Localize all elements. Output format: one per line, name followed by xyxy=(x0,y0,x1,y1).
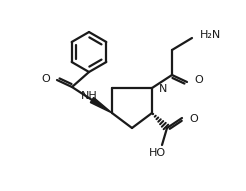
Text: HO: HO xyxy=(148,148,166,158)
Polygon shape xyxy=(90,97,112,113)
Text: N: N xyxy=(159,84,167,94)
Text: H₂N: H₂N xyxy=(200,30,221,40)
Text: O: O xyxy=(189,114,198,124)
Text: O: O xyxy=(41,74,50,84)
Text: O: O xyxy=(194,75,203,85)
Text: NH: NH xyxy=(81,91,97,101)
